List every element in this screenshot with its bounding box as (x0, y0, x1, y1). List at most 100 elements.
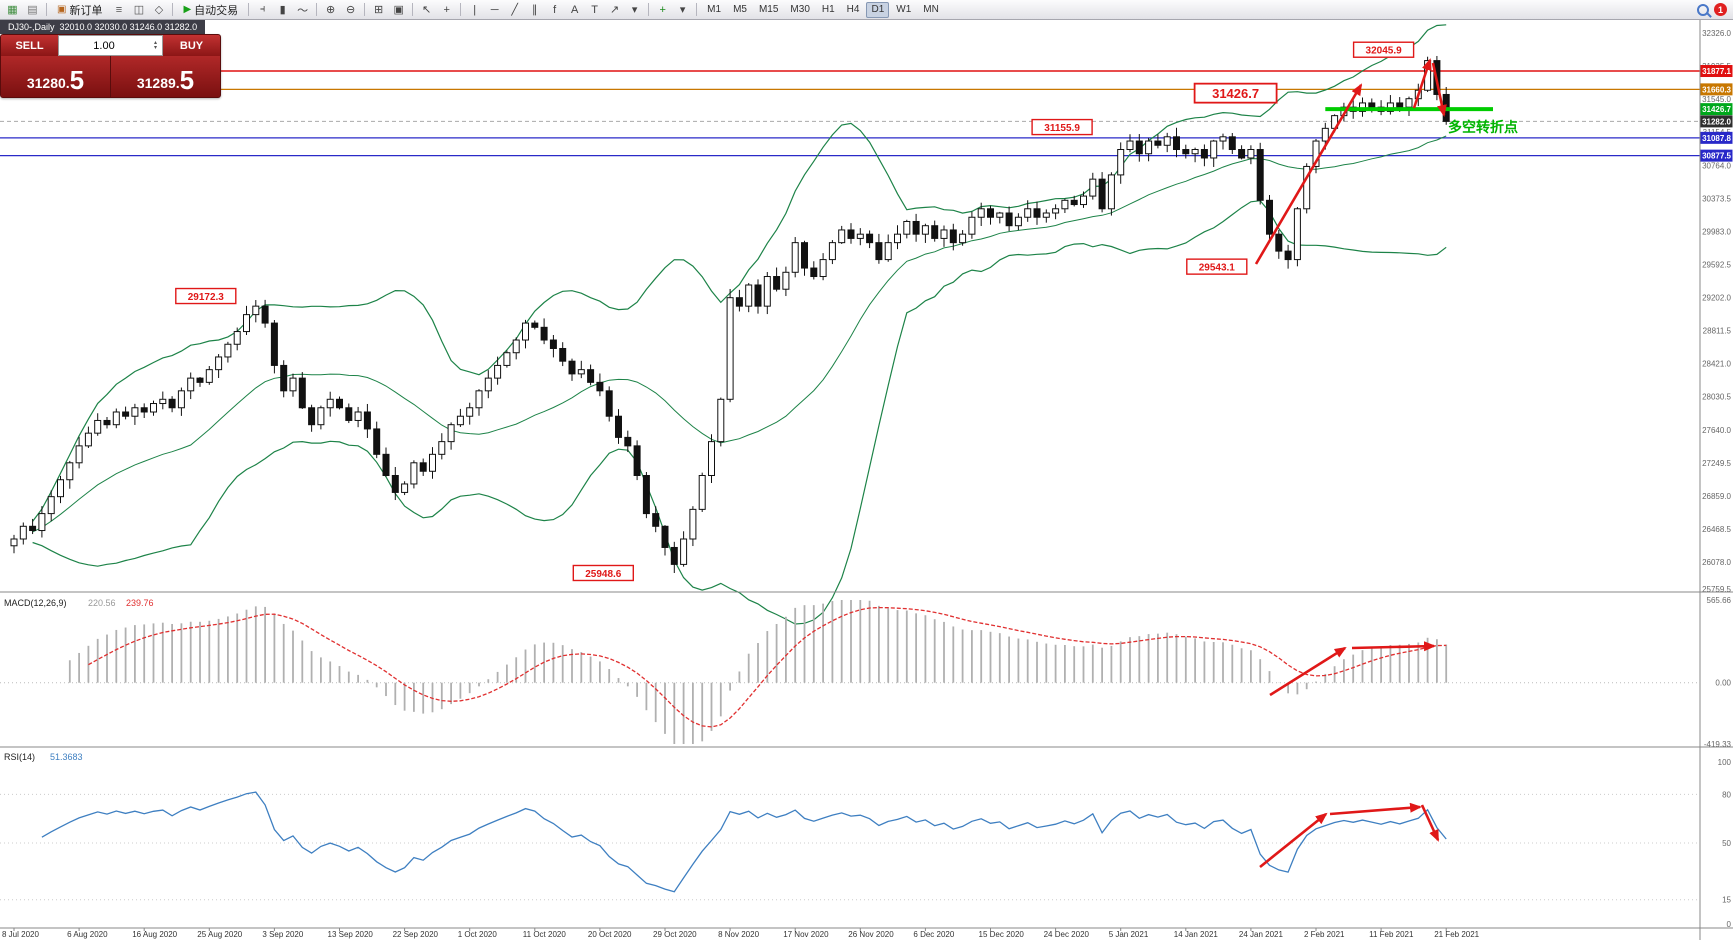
tile-windows-icon[interactable]: ⊞ (374, 4, 384, 16)
new-order-button[interactable]: ▣ 新订单 (51, 1, 108, 19)
shapes-dropdown-icon[interactable]: ▾ (631, 4, 638, 16)
buy-price-small: 31289. (136, 75, 180, 91)
svg-text:80: 80 (1722, 790, 1731, 799)
toolbar-separator (172, 3, 174, 16)
navigator-icon[interactable]: ◇ (154, 4, 164, 16)
horizontal-line-icon[interactable]: ─ (490, 3, 499, 16)
cursor-icon[interactable]: ↖ (422, 4, 432, 16)
toolbar-separator (316, 3, 318, 16)
indicators-dropdown-icon[interactable]: ▾ (679, 4, 686, 16)
scale-price-box-label: 31426.7 (1702, 105, 1731, 114)
crosshair-icon[interactable]: + (443, 3, 450, 16)
lot-spinner[interactable]: ▴ ▾ (149, 39, 162, 51)
lot-size-value[interactable]: 1.00 (93, 39, 115, 52)
date-label: 5 Jan 2021 (1109, 930, 1149, 939)
svg-text:50: 50 (1722, 839, 1731, 848)
date-label: 16 Aug 2020 (132, 930, 177, 939)
zoom-in-icon[interactable]: ⊕ (326, 4, 336, 16)
svg-text:26078.0: 26078.0 (1702, 558, 1731, 567)
svg-text:27640.0: 27640.0 (1702, 426, 1731, 435)
arrows-tool-icon[interactable]: ↗ (610, 4, 620, 16)
candlestick-icon[interactable]: ▮ (279, 4, 286, 16)
date-axis[interactable]: 8 Jul 2020 6 Aug 2020 16 Aug 2020 25 Aug 20… (2, 928, 1480, 939)
line-chart-icon[interactable]: ～ (297, 4, 309, 17)
autotrade-button[interactable]: ▶ 自动交易 (177, 1, 244, 19)
svg-text:-419.33: -419.33 (1704, 740, 1732, 749)
timeframe-w1-button[interactable]: W1 (896, 3, 912, 15)
rsi-panel (0, 791, 1700, 901)
scale-price-box-label: 30877.5 (1702, 152, 1731, 161)
notification-badge[interactable]: 1 (1714, 3, 1727, 16)
label-icon[interactable]: T (591, 3, 599, 16)
indicators-icon[interactable]: + (659, 3, 666, 16)
toolbar-separator (364, 3, 366, 16)
bar-chart-icon[interactable]: ⫞ (259, 3, 266, 15)
date-label: 6 Dec 2020 (913, 930, 954, 939)
sell-button[interactable]: SELL (1, 35, 58, 56)
svg-text:28811.5: 28811.5 (1703, 327, 1732, 336)
new-chart-icon[interactable]: ▦ (7, 4, 18, 16)
lot-down-icon[interactable]: ▾ (153, 44, 157, 51)
chart-window: 多空转折点 29172.3 25948.6 31155.9 29543.1 31426.7… (0, 20, 1733, 940)
annotation-layer: 29172.3 25948.6 31155.9 29543.1 31426.7 32045… (175, 41, 1447, 582)
search-icon[interactable] (1697, 3, 1709, 16)
trend-arrow (1269, 646, 1347, 697)
price-scale[interactable]: 32326.031935.531545.031154.530764.030373… (1700, 29, 1733, 929)
autotrade-icon: ▶ (183, 4, 192, 15)
price-annotation-box (175, 287, 237, 305)
zoom-out-icon[interactable]: ⊖ (346, 4, 356, 16)
date-label: 20 Oct 2020 (588, 930, 632, 939)
data-window-icon[interactable]: ◫ (133, 4, 145, 16)
new-order-icon: ▣ (57, 4, 67, 15)
toolbar-separator (696, 3, 698, 16)
toolbar-separator (46, 3, 47, 16)
svg-text:100: 100 (1718, 758, 1732, 767)
svg-text:26468.5: 26468.5 (1702, 525, 1731, 534)
timeframe-mn-button[interactable]: MN (923, 3, 939, 15)
scale-price-box (1700, 115, 1733, 128)
timeframe-d1-button[interactable]: D1 (866, 1, 890, 18)
timeframe-m5-button[interactable]: M5 (733, 3, 747, 15)
timeframe-h4-button[interactable]: H4 (846, 3, 860, 15)
svg-text:565.66: 565.66 (1707, 596, 1732, 605)
toolbar-separator (412, 3, 414, 16)
auto-arrange-icon[interactable]: ▣ (393, 4, 404, 16)
rsi-value: 51.3683 (50, 752, 83, 762)
sell-price[interactable]: 31280. 5 (1, 56, 111, 97)
svg-text:29983.0: 29983.0 (1702, 227, 1731, 236)
buy-button[interactable]: BUY (163, 35, 220, 56)
market-watch-icon[interactable]: ≡ (115, 3, 123, 16)
channel-icon[interactable]: ∥ (531, 4, 538, 16)
date-label: 6 Aug 2020 (67, 930, 108, 939)
buy-price-big-digit: 5 (179, 65, 195, 95)
svg-text:28421.0: 28421.0 (1702, 360, 1731, 369)
timeframe-m1-button[interactable]: M1 (707, 3, 722, 15)
svg-text:25759.5: 25759.5 (1702, 585, 1731, 594)
svg-text:31545.0: 31545.0 (1702, 95, 1731, 104)
date-label: 13 Sep 2020 (328, 930, 374, 939)
price-annotation-box (1352, 41, 1415, 58)
chart-title-bar: DJ30-,Daily 32010.0 32030.0 31246.0 3128… (0, 20, 206, 34)
date-label: 11 Feb 2021 (1369, 930, 1414, 939)
bollinger-middle-line (32, 135, 1447, 533)
vertical-line-icon[interactable]: | (473, 3, 477, 16)
timeframe-h1-button[interactable]: H1 (821, 3, 835, 15)
svg-text:15: 15 (1722, 896, 1731, 905)
lot-up-icon[interactable]: ▴ (153, 39, 157, 46)
svg-text:0.00: 0.00 (1715, 679, 1731, 688)
profiles-icon[interactable]: ▤ (27, 4, 38, 16)
trendline-icon[interactable]: ╱ (511, 4, 518, 16)
timeframe-m30-button[interactable]: M30 (790, 3, 810, 15)
text-icon[interactable]: A (570, 3, 579, 16)
price-chart[interactable]: 多空转折点 29172.3 25948.6 31155.9 29543.1 31426.7… (0, 20, 1733, 940)
scale-price-box-label: 31087.8 (1702, 134, 1731, 143)
trend-arrow (1431, 62, 1447, 117)
date-label: 8 Jul 2020 (2, 930, 39, 939)
lot-size-field[interactable]: 1.00 ▴ ▾ (58, 35, 163, 56)
buy-price[interactable]: 31289. 5 (111, 56, 220, 97)
fibonacci-icon[interactable]: f (553, 3, 557, 16)
scale-price-box (1700, 131, 1733, 144)
timeframe-m15-button[interactable]: M15 (758, 3, 779, 15)
svg-text:30764.0: 30764.0 (1702, 161, 1731, 170)
svg-text:30373.5: 30373.5 (1702, 194, 1731, 203)
